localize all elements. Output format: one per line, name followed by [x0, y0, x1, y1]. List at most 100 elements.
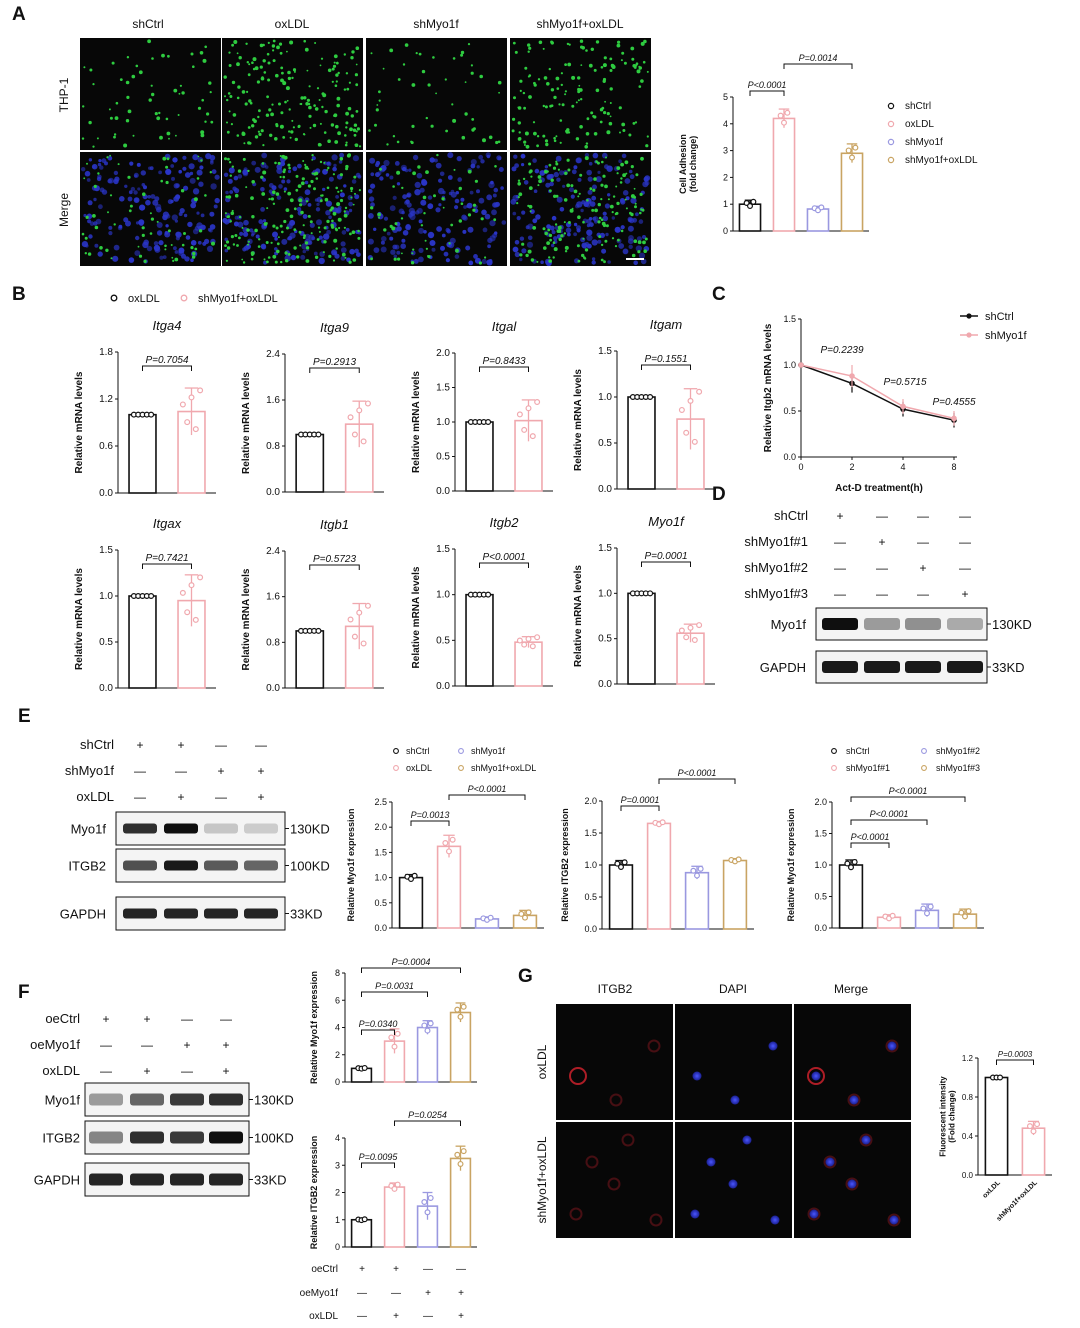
- thp1-cell-dot: [113, 133, 117, 136]
- thp1-cell-dot: [337, 71, 340, 75]
- thp1-cell-dot: [567, 168, 571, 172]
- nucleus-dot: [183, 185, 189, 191]
- legend-b: oxLDL shMyo1f+oxLDL: [110, 293, 278, 305]
- thp1-cell-dot: [555, 135, 558, 138]
- thp1-cell-dot: [548, 259, 552, 263]
- bar: [449, 1157, 472, 1248]
- thp1-cell-dot: [279, 155, 282, 157]
- nucleus-dot: [470, 159, 477, 165]
- y-tick-label: 0.0: [584, 924, 597, 934]
- thp1-cell-dot: [97, 172, 100, 175]
- thp1-cell-dot: [244, 102, 248, 106]
- series-point: [900, 403, 906, 410]
- nucleus-dot: [356, 252, 361, 257]
- thp1-cell-dot: [302, 224, 305, 227]
- thp1-cell-dot: [289, 40, 294, 45]
- thp1-cell-dot: [605, 156, 607, 159]
- nucleus-dot: [392, 195, 397, 200]
- data-point: [364, 602, 371, 609]
- itgb2-ring: [649, 1213, 663, 1227]
- bar: [772, 117, 796, 232]
- thp1-cell-dot: [166, 131, 171, 136]
- thp1-cell-dot: [564, 171, 568, 175]
- legend-c-marker-0: [966, 313, 972, 319]
- y-tick-label: 1.0: [598, 588, 612, 599]
- thp1-cell-dot: [616, 166, 621, 171]
- legend-a-label-2: shMyo1f: [905, 137, 943, 148]
- nucleus-dot: [559, 207, 565, 212]
- nucleus-dot: [190, 240, 197, 246]
- thp1-cell-dot: [631, 57, 635, 61]
- nucleus-dot: [352, 155, 359, 162]
- thp1-cell-dot: [637, 240, 642, 245]
- y-tick-label: 0.8: [266, 637, 280, 648]
- nucleus-dot: [198, 181, 204, 187]
- nucleus-dot: [184, 172, 191, 178]
- thp1-cell-dot: [527, 249, 532, 254]
- thp1-cell-dot: [547, 228, 551, 232]
- nucleus-dot: [591, 195, 597, 201]
- thp1-cell-dot: [571, 104, 575, 108]
- blot-sign: —: [141, 1038, 153, 1052]
- nucleus-dot: [512, 246, 519, 253]
- thp1-cell-dot: [303, 39, 307, 43]
- thp1-cell-dot: [251, 124, 255, 128]
- thp1-cell-dot: [564, 63, 567, 66]
- thp1-cell-dot: [321, 92, 325, 96]
- nucleus-dot: [467, 226, 474, 233]
- thp1-cell-dot: [467, 169, 472, 174]
- thp1-cell-dot: [246, 228, 250, 232]
- nucleus-dot: [318, 235, 323, 240]
- thp1-cell-dot: [199, 51, 204, 55]
- thp1-cell-dot: [646, 135, 649, 138]
- blot-band: [170, 1173, 204, 1186]
- data-point: [697, 865, 704, 872]
- nucleus-dot: [339, 192, 345, 198]
- nucleus-dot: [584, 153, 590, 158]
- nucleus-dot: [214, 197, 220, 204]
- thp1-cell-dot: [351, 50, 355, 54]
- thp1-cell-dot: [242, 261, 246, 264]
- nucleus-dot: [304, 180, 309, 185]
- thp1-cell-dot: [630, 46, 635, 51]
- thp1-cell-dot: [528, 74, 532, 77]
- thp1-cell-dot: [376, 104, 379, 106]
- thp1-cell-dot: [349, 127, 353, 132]
- nucleus-dot: [581, 200, 586, 205]
- thp1-cell-dot: [267, 256, 271, 259]
- data-point: [197, 387, 204, 394]
- nucleus-dot: [209, 211, 215, 217]
- thp1-cell-dot: [352, 203, 355, 206]
- thp1-cell-dot: [612, 195, 616, 198]
- thp1-cell-dot: [319, 199, 323, 203]
- panel-g-row-oxldl: oxLDL: [535, 1044, 549, 1079]
- nucleus-dot: [476, 165, 480, 169]
- nucleus-dot: [228, 167, 235, 174]
- thp1-cell-dot: [161, 53, 165, 58]
- thp1-cell-dot: [303, 133, 306, 136]
- nucleus-dot: [481, 258, 487, 265]
- thp1-cell-dot: [113, 135, 116, 139]
- data-point: [683, 634, 690, 641]
- nucleus-dot: [130, 186, 136, 192]
- thp1-cell-dot: [542, 134, 546, 138]
- panel-a-micrographs: shCtrl oxLDL shMyo1f shMyo1f+oxLDL THP-1…: [57, 17, 651, 267]
- thp1-cell-dot: [411, 83, 416, 87]
- panel-f-western-blot: oeCtrl + + — —oeMyo1f — — + +oxLDL — + — +Myo1f 130KD…: [30, 1011, 294, 1197]
- micrograph-bg: [510, 38, 651, 150]
- nucleus-dot: [577, 177, 582, 182]
- thp1-cell-dot: [344, 143, 348, 147]
- thp1-cell-dot: [305, 246, 310, 250]
- nucleus-dot: [456, 156, 462, 162]
- thp1-cell-dot: [276, 45, 280, 50]
- nucleus-dot: [605, 232, 609, 237]
- thp1-cell-dot: [563, 221, 566, 224]
- data-point: [424, 1209, 431, 1216]
- thp1-cell-dot: [616, 43, 621, 48]
- y-axis-label: Relative Myo1f expression: [346, 808, 356, 921]
- thp1-cell-dot: [226, 130, 230, 134]
- thp1-cell-dot: [595, 40, 600, 44]
- nucleus-dot: [488, 181, 495, 189]
- thp1-cell-dot: [379, 167, 382, 171]
